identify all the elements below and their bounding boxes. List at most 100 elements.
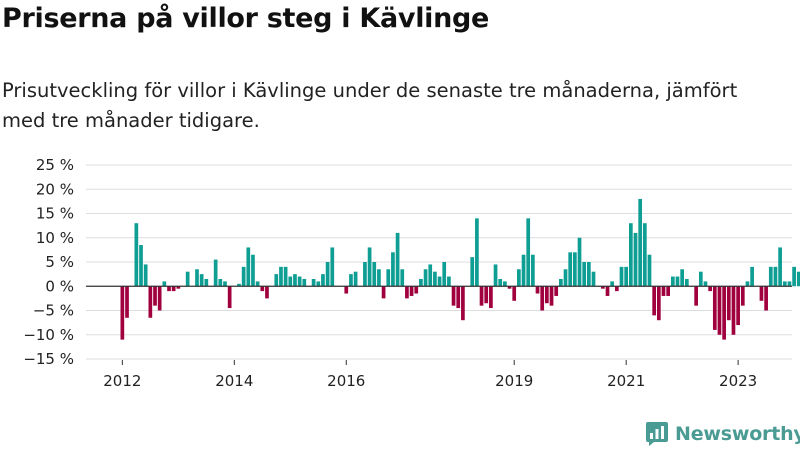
bar [703, 281, 708, 287]
bar [386, 269, 391, 287]
bar [484, 286, 489, 304]
bar [535, 286, 540, 294]
bar [176, 286, 181, 289]
x-tick-label: 2016 [327, 372, 365, 390]
bar [349, 274, 353, 287]
bar [143, 264, 148, 287]
bar [241, 266, 246, 287]
bar [493, 264, 498, 287]
bar [148, 286, 153, 318]
bar [778, 247, 782, 287]
x-tick-label: 2012 [103, 372, 141, 390]
bar [470, 257, 475, 287]
bar [731, 286, 736, 335]
bar [694, 286, 698, 306]
bar [642, 223, 647, 287]
y-tick-label: −15 % [23, 350, 74, 368]
bar [442, 262, 447, 287]
newsworthy-logo-icon [646, 422, 668, 446]
bar [400, 269, 405, 287]
bar [782, 281, 787, 287]
bar [395, 232, 400, 287]
bar [125, 286, 129, 318]
x-axis: 2012201420162019202120232025 [103, 360, 757, 390]
x-tick-label: 2023 [719, 372, 757, 390]
brand-name: Newsworthy [675, 423, 800, 445]
bar [796, 271, 800, 287]
x-tick-label: 2014 [215, 372, 253, 390]
bar [526, 218, 531, 287]
bar [367, 247, 372, 287]
bar [297, 276, 302, 287]
brand-logo: Newsworthy [645, 420, 800, 448]
bar [614, 286, 619, 292]
bar [540, 286, 545, 311]
y-axis: −15 % −10 % −5 % 0 % 5 % 10 % 15 % 20 % 25 % [23, 156, 74, 368]
bar [666, 286, 670, 296]
bar [437, 276, 442, 287]
bar [545, 286, 549, 304]
bar [344, 286, 349, 294]
bar [185, 271, 190, 287]
bar [139, 245, 143, 287]
bar [792, 266, 796, 287]
bar [582, 262, 587, 287]
bar [698, 271, 703, 287]
bar [628, 223, 633, 287]
bar [279, 266, 283, 287]
bar [498, 278, 503, 287]
bar [563, 269, 568, 287]
bar [684, 278, 689, 287]
bar [559, 278, 563, 287]
bar [391, 252, 395, 287]
bar [153, 286, 157, 306]
bar [787, 281, 792, 287]
bar [708, 286, 712, 292]
bar [647, 254, 652, 287]
chart-subtitle: Prisutveckling för villor i Kävlinge und… [2, 79, 738, 132]
bar [461, 286, 465, 321]
bar [428, 264, 433, 287]
bar [363, 262, 367, 287]
bar [255, 281, 260, 287]
bar [740, 286, 745, 306]
bar [409, 286, 414, 296]
bar [134, 223, 139, 287]
bar [237, 283, 241, 287]
bar [227, 286, 232, 309]
bar [353, 271, 358, 287]
bar [321, 274, 325, 287]
bar [274, 274, 279, 287]
bar [325, 262, 330, 287]
bar [624, 266, 629, 287]
bar [293, 274, 297, 287]
y-tick-label: 25 % [36, 156, 74, 174]
bar [745, 281, 750, 287]
bar [204, 278, 209, 287]
bar [638, 198, 643, 287]
bar [573, 252, 577, 287]
bar [414, 286, 419, 294]
bar [330, 247, 335, 287]
y-tick-label: 5 % [45, 253, 74, 271]
bar [661, 286, 666, 296]
bar [670, 276, 675, 287]
bar [423, 269, 428, 287]
bar [199, 274, 204, 287]
bar [726, 286, 731, 321]
bar [759, 286, 764, 301]
bar [610, 281, 615, 287]
bar [549, 286, 554, 306]
bar [768, 266, 773, 287]
bar [251, 254, 255, 287]
bar [736, 286, 740, 326]
bar [311, 278, 316, 287]
bar [503, 281, 507, 287]
y-tick-label: 0 % [45, 277, 74, 295]
y-tick-label: 20 % [36, 180, 74, 198]
bar [162, 281, 167, 287]
bar [512, 286, 517, 301]
bar [554, 286, 559, 296]
bar [773, 266, 778, 287]
bar [517, 269, 521, 287]
